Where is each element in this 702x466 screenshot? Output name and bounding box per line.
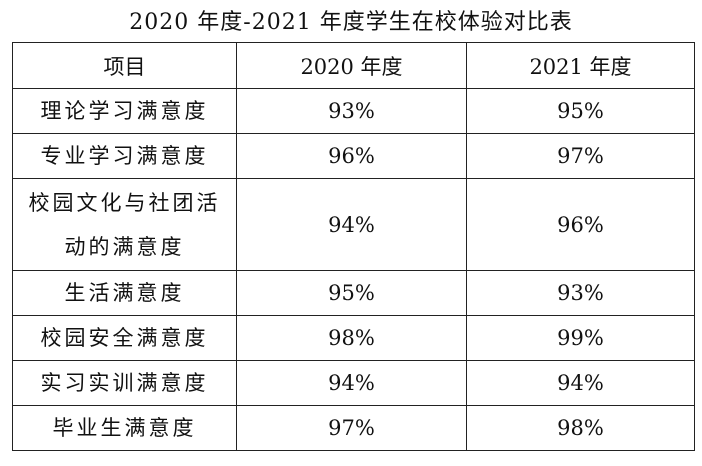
row-value-2020: 94%	[236, 178, 467, 271]
row-value-2021: 93%	[466, 270, 695, 316]
row-item: 生活满意度	[12, 270, 237, 316]
row-item: 理论学习满意度	[12, 88, 237, 134]
row-value-2021: 99%	[466, 315, 695, 361]
comparison-table: 项目 2020 年度 2021 年度 理论学习满意度 93% 95% 专业学习满…	[12, 42, 695, 451]
header-item: 项目	[12, 42, 237, 89]
table-row: 校园文化与社团活动的满意度 94% 96%	[12, 178, 695, 271]
table-row: 实习实训满意度 94% 94%	[12, 360, 695, 406]
row-item: 专业学习满意度	[12, 133, 237, 179]
header-2020: 2020 年度	[236, 42, 467, 89]
table-row: 专业学习满意度 96% 97%	[12, 133, 695, 179]
row-item: 校园文化与社团活动的满意度	[12, 178, 237, 271]
row-value-2021: 94%	[466, 360, 695, 406]
table-row: 校园安全满意度 98% 99%	[12, 315, 695, 361]
row-value-2020: 98%	[236, 315, 467, 361]
table-row: 生活满意度 95% 93%	[12, 270, 695, 316]
table-header-row: 项目 2020 年度 2021 年度	[12, 42, 695, 89]
row-value-2021: 98%	[466, 405, 695, 451]
row-value-2021: 97%	[466, 133, 695, 179]
row-value-2020: 94%	[236, 360, 467, 406]
row-value-2020: 95%	[236, 270, 467, 316]
row-value-2021: 96%	[466, 178, 695, 271]
header-2021: 2021 年度	[466, 42, 695, 89]
table-title: 2020 年度-2021 年度学生在校体验对比表	[129, 10, 573, 35]
row-item: 毕业生满意度	[12, 405, 237, 451]
row-value-2020: 93%	[236, 88, 467, 134]
table-row: 毕业生满意度 97% 98%	[12, 405, 695, 451]
row-item: 校园安全满意度	[12, 315, 237, 361]
table-row: 理论学习满意度 93% 95%	[12, 88, 695, 134]
row-item: 实习实训满意度	[12, 360, 237, 406]
row-value-2021: 95%	[466, 88, 695, 134]
row-value-2020: 96%	[236, 133, 467, 179]
row-value-2020: 97%	[236, 405, 467, 451]
